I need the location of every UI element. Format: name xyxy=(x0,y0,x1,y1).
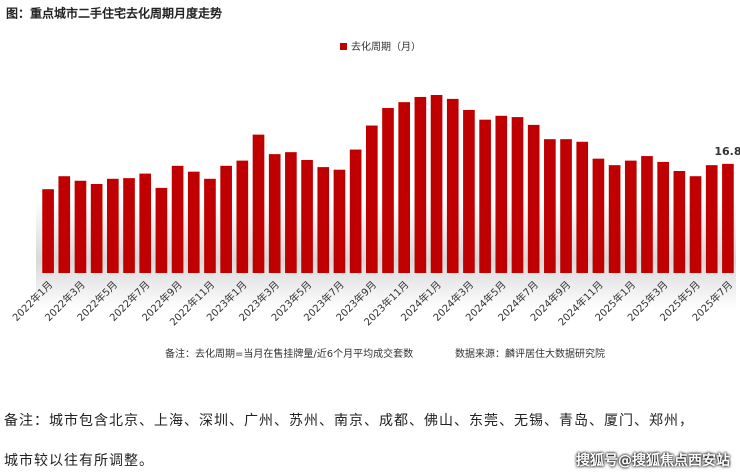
bar xyxy=(430,95,443,273)
bar xyxy=(139,173,152,273)
note: 数据来源：麟评居住大数据研究院 xyxy=(455,347,605,360)
bar xyxy=(576,141,589,273)
note: 备注：去化周期=当月在售挂牌量/近6个月平均成交套数 xyxy=(165,347,413,360)
bar xyxy=(236,160,249,273)
bar xyxy=(301,159,313,273)
bar xyxy=(398,102,411,273)
bar xyxy=(527,124,540,273)
bar xyxy=(414,96,427,273)
bar xyxy=(592,158,605,273)
bar xyxy=(511,117,524,274)
bar xyxy=(204,178,216,273)
bar xyxy=(446,98,459,273)
bar xyxy=(107,178,119,273)
bar xyxy=(58,176,71,273)
bar xyxy=(333,169,346,273)
bar xyxy=(722,163,734,273)
bar xyxy=(479,119,491,274)
bar xyxy=(641,156,653,273)
bar xyxy=(463,109,475,273)
footnote: 城市较以往有所调整。 xyxy=(4,453,154,469)
bar xyxy=(560,139,572,273)
bar xyxy=(382,107,394,273)
bar xyxy=(155,187,168,273)
bar xyxy=(187,171,200,273)
value-label: 16.8 xyxy=(714,145,740,158)
bar xyxy=(705,165,718,273)
watermark: 搜狐号@搜狐焦点西安站 xyxy=(576,453,730,469)
bar xyxy=(268,154,281,273)
bar xyxy=(42,189,54,273)
bar xyxy=(365,125,378,274)
footnote: 备注：城市包含北京、上海、深圳、广州、苏州、南京、成都、佛山、东莞、无锡、青岛、… xyxy=(4,413,694,429)
bar xyxy=(285,152,297,273)
bar xyxy=(220,165,232,273)
bar xyxy=(657,161,669,273)
bar xyxy=(495,115,508,273)
bar xyxy=(689,176,702,273)
bar xyxy=(624,160,637,273)
bar xyxy=(90,184,103,273)
bar xyxy=(171,165,184,273)
legend-label: 去化周期（月） xyxy=(351,40,421,53)
bar xyxy=(673,171,686,273)
chart-title: 图：重点城市二手住宅去化周期月度走势 xyxy=(6,6,222,21)
chart: 图：重点城市二手住宅去化周期月度走势 去化周期（月） 备注：去化周期=当月在售挂… xyxy=(6,6,740,361)
bar xyxy=(608,165,621,273)
bar xyxy=(544,139,556,273)
bar xyxy=(123,178,135,273)
legend-swatch xyxy=(340,43,347,50)
bar xyxy=(74,180,87,273)
bar xyxy=(349,149,362,273)
bar xyxy=(252,134,265,273)
bar xyxy=(317,167,330,273)
